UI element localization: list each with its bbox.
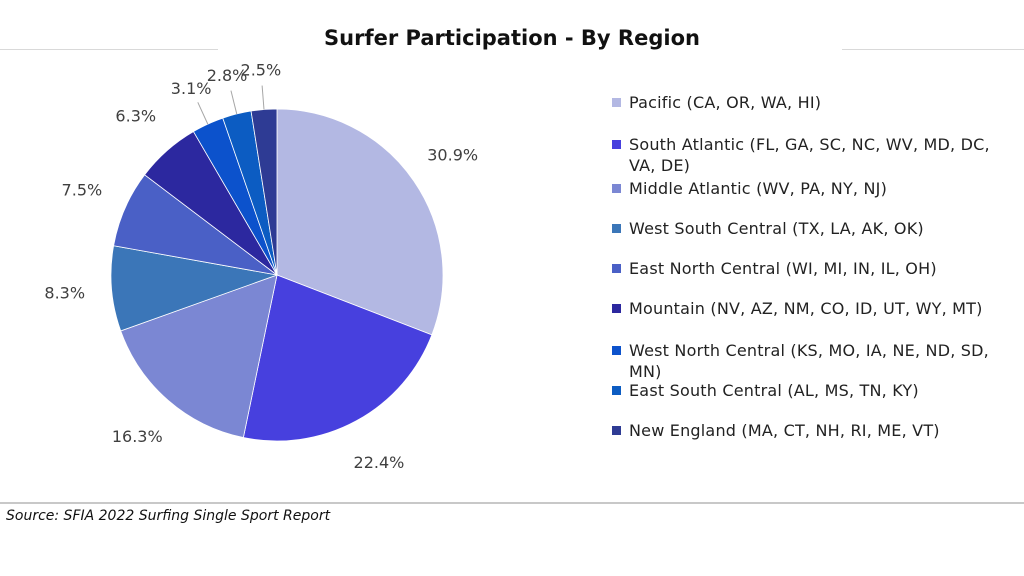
legend-swatch-1 bbox=[612, 140, 621, 149]
legend-label-7: East South Central (AL, MS, TN, KY) bbox=[629, 381, 919, 400]
leader-line-8 bbox=[261, 85, 265, 110]
legend-swatch-7 bbox=[612, 386, 621, 395]
slice-label-4: 7.5% bbox=[62, 181, 103, 200]
pie-slice-8 bbox=[250, 108, 278, 276]
legend-label-4: East North Central (WI, MI, IN, IL, OH) bbox=[629, 259, 937, 278]
leader-line-6 bbox=[197, 102, 209, 125]
pie-chart: 30.9% 22.4% 16.3% 8.3% 7.5% 6.3% 3.1%2.8%2.5% bbox=[44, 61, 478, 472]
legend-swatch-8 bbox=[612, 426, 621, 435]
legend-label-1: South Atlantic (FL, GA, SC, NC, WV, MD, … bbox=[629, 135, 990, 175]
slice-label-5: 6.3% bbox=[115, 107, 156, 126]
pie-slice-3 bbox=[110, 245, 279, 332]
legend-label-6: West North Central (KS, MO, IA, NE, ND, … bbox=[629, 341, 989, 381]
title-rule-right bbox=[842, 49, 1024, 50]
slice-label-6: 3.1% bbox=[171, 79, 212, 98]
slice-label-3: 8.3% bbox=[44, 284, 85, 303]
legend-label-2: Middle Atlantic (WV, PA, NY, NJ) bbox=[629, 179, 888, 198]
slice-label-0: 30.9% bbox=[427, 146, 478, 165]
slice-label-2: 16.3% bbox=[112, 427, 163, 446]
pie-slice-1 bbox=[242, 274, 433, 442]
title-rule-left bbox=[0, 49, 218, 50]
legend-swatch-3 bbox=[612, 224, 621, 233]
legend-swatch-0 bbox=[612, 98, 621, 107]
legend-label-0: Pacific (CA, OR, WA, HI) bbox=[629, 93, 822, 112]
legend-swatch-2 bbox=[612, 184, 621, 193]
chart-title: Surfer Participation - By Region bbox=[324, 26, 700, 50]
legend-label-5: Mountain (NV, AZ, NM, CO, ID, UT, WY, MT… bbox=[629, 299, 983, 318]
slice-label-1: 22.4% bbox=[354, 453, 405, 472]
legend-swatch-6 bbox=[612, 346, 621, 355]
leader-line-7 bbox=[230, 90, 238, 115]
pie-slice-0 bbox=[276, 108, 444, 336]
legend-label-8: New England (MA, CT, NH, RI, ME, VT) bbox=[629, 421, 940, 440]
legend-swatch-5 bbox=[612, 304, 621, 313]
footer-rule bbox=[0, 502, 1024, 504]
legend-label-3: West South Central (TX, LA, AK, OK) bbox=[629, 219, 924, 238]
pie-slice-2 bbox=[120, 274, 278, 439]
slice-label-8: 2.5% bbox=[241, 61, 282, 80]
source-note: Source: SFIA 2022 Surfing Single Sport R… bbox=[6, 508, 331, 524]
slice-label-7: 2.8% bbox=[207, 66, 248, 85]
legend-swatch-4 bbox=[612, 264, 621, 273]
